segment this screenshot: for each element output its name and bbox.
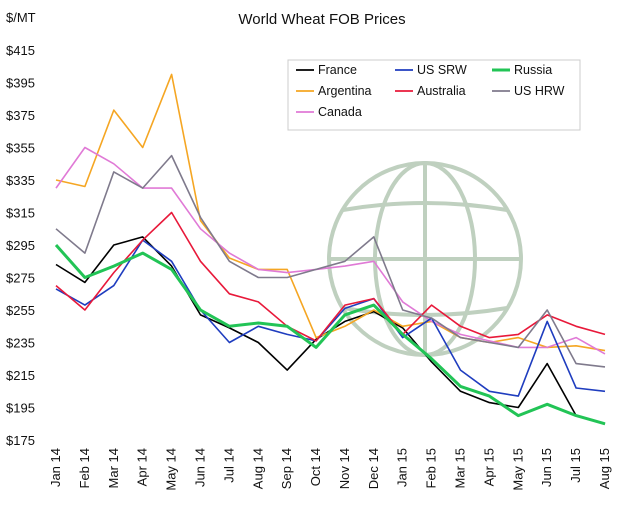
y-tick-label: $255 xyxy=(6,303,35,318)
legend-label: Australia xyxy=(417,84,466,98)
series-line-us-hrw xyxy=(55,154,606,368)
y-tick-label: $315 xyxy=(6,206,35,221)
x-tick-label: May 15 xyxy=(510,448,525,491)
x-tick-label: Sep 14 xyxy=(279,448,294,489)
y-tick-label: $395 xyxy=(6,76,35,91)
chart-title: World Wheat FOB Prices xyxy=(238,11,405,28)
legend-label: Canada xyxy=(318,105,362,119)
y-tick-label: $355 xyxy=(6,141,35,156)
x-tick-label: Oct 14 xyxy=(308,448,323,486)
y-tick-label: $335 xyxy=(6,173,35,188)
legend-label: Argentina xyxy=(318,84,372,98)
legend: France US SRW Russia Argentina Australia US H… xyxy=(287,59,581,131)
x-tick-label: Jan 15 xyxy=(395,448,410,487)
x-axis: Jan 14 Feb 14 Mar 14 Apr 14 May 14 Jun 14 Jul … xyxy=(48,448,612,491)
x-tick-label: Jul 15 xyxy=(568,448,583,483)
legend-label: US HRW xyxy=(514,84,565,98)
legend-label: Russia xyxy=(514,63,552,77)
x-tick-label: Jan 14 xyxy=(48,448,63,487)
legend-box xyxy=(287,59,581,131)
legend-label: US SRW xyxy=(417,63,467,77)
globe-watermark-icon xyxy=(327,161,523,357)
y-tick-label: $195 xyxy=(6,401,35,416)
x-tick-label: May 14 xyxy=(164,448,179,491)
x-tick-label: Dec 14 xyxy=(366,448,381,489)
y-tick-label: $415 xyxy=(6,43,35,58)
x-tick-label: Apr 15 xyxy=(481,448,496,486)
x-tick-label: Apr 14 xyxy=(135,448,150,486)
y-axis-label: $/MT xyxy=(6,10,36,25)
y-tick-label: $215 xyxy=(6,368,35,383)
y-tick-label: $295 xyxy=(6,238,35,253)
series-line-russia xyxy=(54,244,606,426)
series-line-us-srw xyxy=(55,239,606,397)
y-tick-label: $275 xyxy=(6,271,35,286)
x-tick-label: Jul 14 xyxy=(221,448,236,483)
x-tick-label: Nov 14 xyxy=(337,448,352,489)
legend-label: France xyxy=(318,63,357,77)
x-tick-label: Aug 14 xyxy=(250,448,265,489)
x-tick-label: Mar 15 xyxy=(453,448,468,488)
y-tick-label: $175 xyxy=(6,433,35,448)
y-tick-label: $375 xyxy=(6,108,35,123)
x-tick-label: Feb 15 xyxy=(424,448,439,488)
x-tick-label: Feb 14 xyxy=(77,448,92,488)
x-tick-label: Jun 15 xyxy=(539,448,554,487)
y-axis: $415 $395 $375 $355 $335 $315 $295 $275 $255 $235… xyxy=(6,43,35,448)
x-tick-label: Jun 14 xyxy=(192,448,207,487)
y-tick-label: $235 xyxy=(6,336,35,351)
series-line-australia xyxy=(55,211,606,342)
x-tick-label: Mar 14 xyxy=(106,448,121,488)
x-tick-label: Aug 15 xyxy=(597,448,612,489)
series-layer xyxy=(54,73,606,426)
